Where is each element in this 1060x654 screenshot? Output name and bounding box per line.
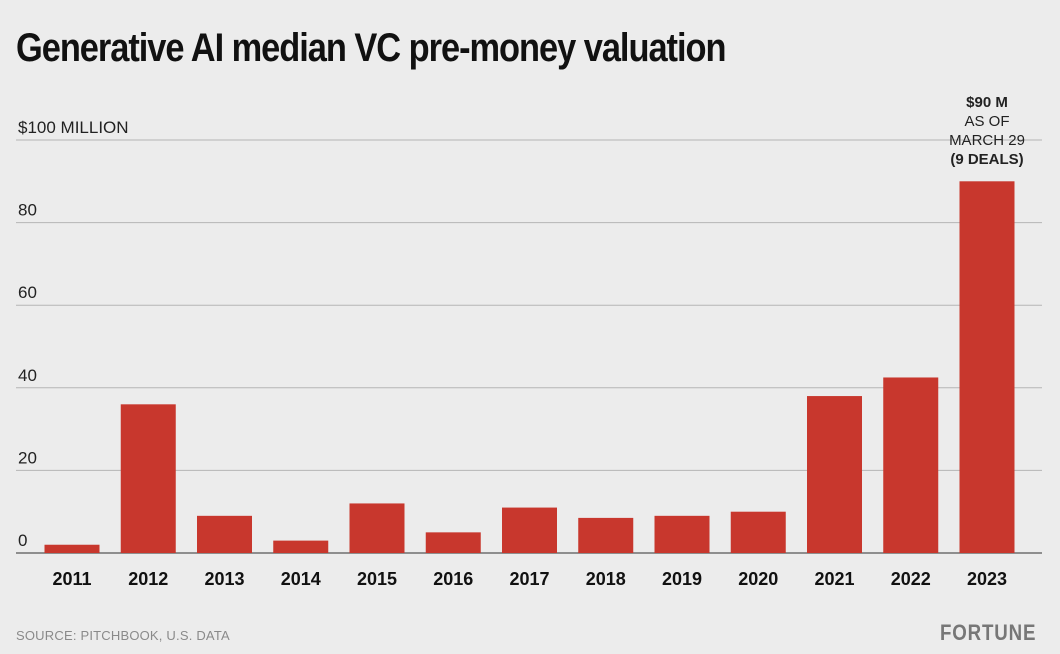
bar-2014: [273, 540, 329, 553]
y-tick-label: 0: [18, 531, 27, 550]
x-tick-label: 2019: [662, 569, 702, 589]
annotation-line: AS OF: [964, 113, 1009, 130]
y-axis-ticks: 0 20 40 60 80 $100 MILLION: [18, 118, 129, 550]
x-tick-label: 2023: [967, 569, 1007, 589]
y-tick-label: 60: [18, 283, 37, 302]
x-tick-label: 2020: [738, 569, 778, 589]
annotation: $90 M AS OF MARCH 29 (9 DEALS): [949, 94, 1025, 168]
x-tick-label: 2015: [357, 569, 397, 589]
annotation-line: MARCH 29: [949, 132, 1025, 149]
bar-2020: [730, 511, 786, 553]
x-tick-label: 2011: [52, 569, 91, 589]
bar-2012: [120, 404, 176, 553]
chart-title: Generative AI median VC pre-money valuat…: [16, 26, 726, 70]
bar-2021: [807, 396, 862, 553]
bar-2016: [425, 532, 481, 553]
x-tick-label: 2021: [814, 569, 854, 589]
x-tick-label: 2017: [509, 569, 549, 589]
annotation-line: (9 DEALS): [950, 151, 1023, 168]
bar-2019: [654, 515, 710, 553]
bar-2023: [959, 181, 1015, 554]
bar-2013: [197, 515, 252, 553]
x-axis-ticks: 2011 2012 2013 2014 2015 2016 2017 2018 2019 2020…: [52, 569, 1007, 589]
bar-2011: [44, 544, 100, 553]
y-tick-label: 20: [18, 448, 37, 467]
bar-2015: [349, 503, 405, 553]
x-tick-label: 2016: [433, 569, 473, 589]
annotation-line: $90 M: [966, 94, 1008, 111]
x-tick-label: 2014: [281, 569, 321, 589]
bar-2022: [883, 377, 939, 553]
x-tick-label: 2013: [204, 569, 244, 589]
x-tick-label: 2012: [128, 569, 168, 589]
brand-logo: FORTUNE: [939, 620, 1036, 645]
bars: [44, 181, 1015, 554]
y-tick-label: 40: [18, 366, 37, 385]
x-tick-label: 2022: [891, 569, 931, 589]
y-tick-label: $100 MILLION: [18, 118, 129, 137]
bar-2018: [578, 517, 634, 553]
y-tick-label: 80: [18, 201, 37, 220]
bar-2017: [502, 507, 557, 553]
x-tick-label: 2018: [586, 569, 626, 589]
source-note: SOURCE: PITCHBOOK, U.S. DATA: [16, 628, 230, 643]
